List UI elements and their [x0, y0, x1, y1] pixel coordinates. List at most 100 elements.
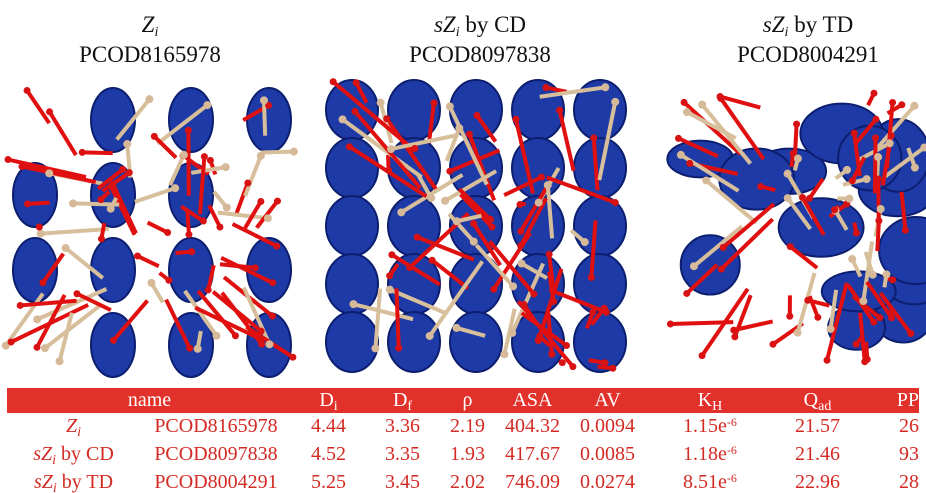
bond	[475, 114, 498, 143]
bond	[474, 243, 515, 288]
atom	[24, 200, 32, 208]
atom	[383, 115, 391, 123]
table-cell: sZi by TD	[7, 469, 140, 493]
atom	[517, 259, 526, 268]
atom	[470, 220, 478, 227]
bond	[513, 118, 535, 194]
bond	[20, 298, 77, 308]
atom	[265, 101, 273, 109]
table-cell: 417.67	[495, 441, 570, 467]
atom	[289, 147, 298, 156]
atom	[852, 340, 860, 348]
bond	[899, 191, 908, 231]
table-header-band	[7, 388, 919, 413]
atom	[265, 340, 274, 349]
bond	[40, 227, 109, 236]
bond	[64, 246, 105, 280]
bond	[390, 132, 459, 152]
text: 0.0274	[580, 471, 635, 493]
atom	[150, 132, 158, 140]
table-cell: 4.44	[292, 413, 365, 439]
text: PCOD8165978	[154, 415, 278, 437]
atom	[675, 134, 683, 142]
bond	[241, 286, 272, 346]
atom	[351, 107, 359, 115]
atom	[352, 79, 360, 87]
atom	[590, 134, 598, 142]
caption-name: Zi	[0, 10, 300, 40]
table-header-cell: KH	[645, 387, 775, 414]
atom	[425, 331, 434, 340]
text: 26	[899, 415, 919, 437]
bond	[670, 320, 734, 327]
atom	[702, 176, 711, 185]
atom	[452, 323, 461, 332]
text: 404.32	[505, 415, 560, 437]
bond	[194, 305, 263, 342]
bond	[861, 241, 875, 302]
bond	[719, 97, 766, 161]
atom	[545, 250, 553, 258]
atom	[769, 340, 777, 348]
atom	[244, 179, 252, 187]
atom	[386, 272, 394, 280]
bond	[786, 196, 813, 231]
atom	[406, 263, 414, 271]
bond	[243, 200, 263, 230]
bond	[591, 137, 600, 191]
bond	[378, 102, 394, 144]
table-cell: 5.25	[292, 469, 365, 493]
atom	[345, 143, 353, 151]
atom	[861, 358, 869, 366]
atom	[490, 285, 498, 293]
bond	[677, 136, 719, 159]
atom	[845, 194, 854, 203]
text: 3.36	[385, 415, 420, 437]
bond	[41, 252, 65, 284]
atom	[542, 84, 550, 92]
text: by CD	[459, 12, 527, 37]
pore-surface	[325, 311, 379, 373]
atom	[428, 256, 436, 264]
bond	[352, 302, 414, 322]
bond	[385, 117, 438, 191]
atom	[898, 101, 906, 109]
bond	[73, 201, 120, 207]
atom	[200, 153, 208, 161]
atom	[686, 159, 694, 167]
bond	[156, 103, 209, 146]
atom	[874, 153, 883, 162]
bond	[503, 175, 543, 197]
text: D	[392, 389, 408, 411]
bond	[459, 193, 494, 229]
atom	[805, 194, 813, 202]
atom	[530, 290, 538, 298]
atom	[882, 270, 891, 279]
atom	[430, 99, 438, 107]
atom	[97, 235, 105, 243]
atom	[36, 229, 45, 238]
bond	[875, 104, 916, 150]
table-cell: 0.0094	[570, 413, 645, 439]
bond	[807, 298, 830, 308]
bond	[183, 289, 219, 337]
bond	[207, 204, 222, 228]
bond	[520, 261, 548, 280]
atom	[206, 156, 214, 164]
subscript: i	[77, 425, 81, 440]
pore-surface	[387, 311, 441, 373]
bond	[685, 263, 719, 295]
atom	[589, 308, 597, 316]
atom	[682, 108, 691, 117]
atom	[349, 300, 358, 309]
atom	[18, 163, 26, 171]
bond	[875, 220, 881, 252]
bond	[872, 137, 878, 194]
bond	[789, 245, 819, 270]
bond	[471, 222, 502, 267]
atom	[231, 332, 239, 340]
atom	[188, 248, 196, 256]
atom	[123, 140, 132, 149]
bond	[36, 287, 108, 322]
bond	[519, 187, 548, 233]
